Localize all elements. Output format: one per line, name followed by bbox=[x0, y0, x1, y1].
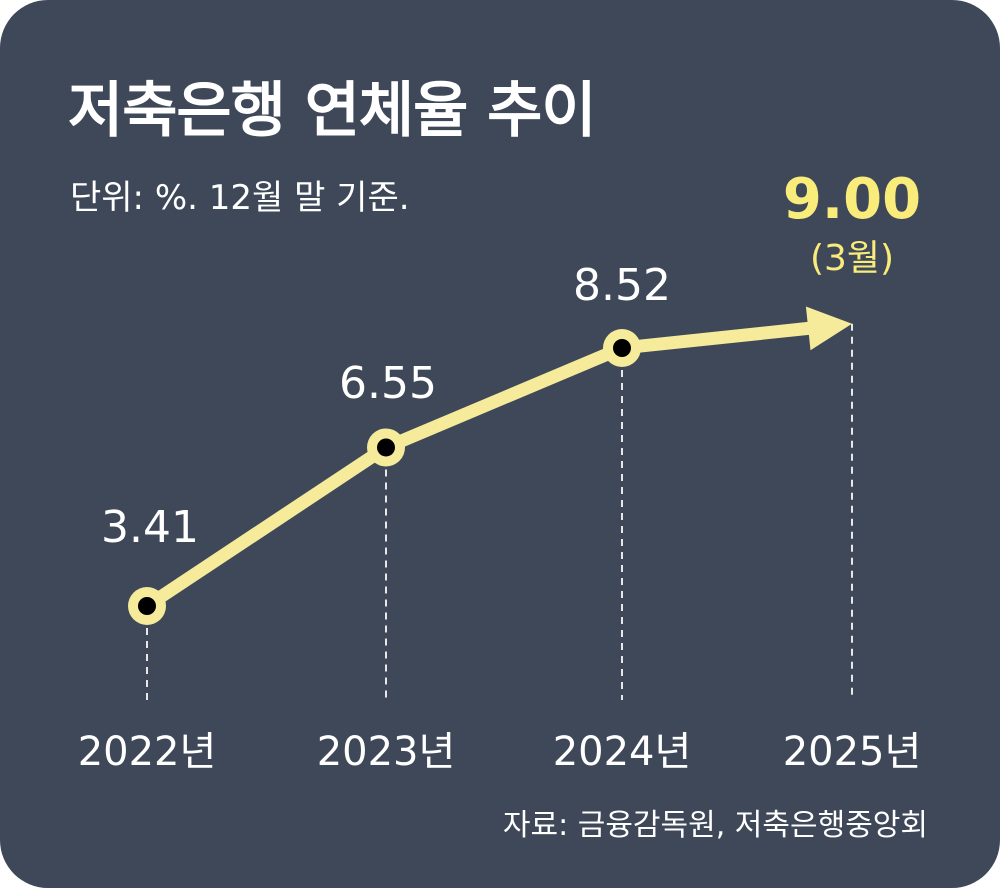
x-tick-label: 2024년 bbox=[553, 729, 692, 775]
chart-subtitle: 단위: %. 12월 말 기준. bbox=[70, 178, 410, 218]
data-label: 6.55 bbox=[339, 358, 437, 409]
point-marker bbox=[377, 438, 395, 457]
x-tick-label: 2025년 bbox=[783, 729, 922, 775]
data-label-highlight: 9.00 bbox=[783, 167, 921, 232]
data-label: 8.52 bbox=[573, 260, 671, 311]
x-tick-label: 2023년 bbox=[317, 729, 456, 775]
data-label: 3.41 bbox=[101, 502, 199, 553]
series-line bbox=[140, 321, 815, 613]
x-tick-label: 2022년 bbox=[78, 729, 217, 775]
point-marker bbox=[613, 339, 631, 357]
point-marker bbox=[138, 597, 156, 615]
source-note: 자료: 금융감독원, 저축은행중앙회 bbox=[502, 808, 928, 843]
arrow-head bbox=[805, 306, 852, 351]
chart-title: 저축은행 연체율 추이 bbox=[68, 76, 597, 146]
annotation-label: (3월) bbox=[810, 238, 894, 279]
